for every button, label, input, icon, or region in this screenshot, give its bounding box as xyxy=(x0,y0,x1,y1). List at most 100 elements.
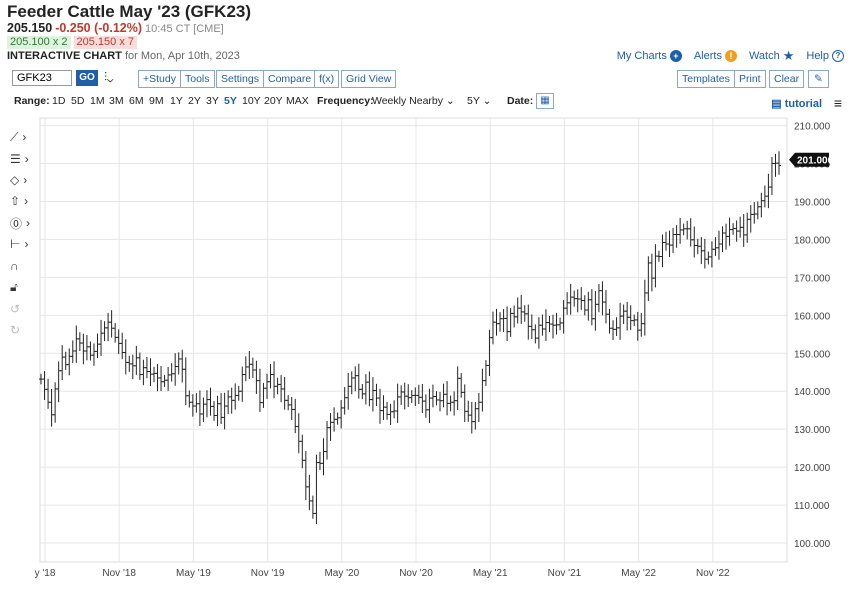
help-link[interactable]: Help? xyxy=(806,50,844,62)
draw-pencil-icon[interactable]: ✎ xyxy=(808,70,829,88)
ohlc-bar xyxy=(395,383,400,423)
annotation-tool[interactable]: ⓪ › xyxy=(10,214,40,232)
ohlc-bar xyxy=(462,384,467,422)
symbol-input[interactable] xyxy=(12,70,72,86)
ohlc-bar xyxy=(448,395,453,412)
last-price-flag: 201.000 xyxy=(789,152,834,167)
go-button[interactable]: GO xyxy=(76,70,98,86)
ohlc-bar xyxy=(159,365,164,392)
ohlc-bar xyxy=(561,300,566,334)
ohlc-bar xyxy=(268,363,273,389)
ohlc-bar xyxy=(724,223,729,250)
ohlc-bar xyxy=(208,387,213,416)
ohlc-bar xyxy=(441,383,446,408)
ohlc-bar xyxy=(166,366,171,391)
range-6m[interactable]: 6M xyxy=(129,95,144,107)
shape-tool[interactable]: ◇ › xyxy=(10,171,40,189)
ohlc-bar xyxy=(649,253,654,292)
ohlc-bar xyxy=(335,412,340,425)
arrow-tool[interactable]: ⇧ › xyxy=(10,192,40,210)
ohlc-bar xyxy=(197,390,202,426)
y-tick-label: 190.000 xyxy=(794,197,831,208)
ohlc-bar xyxy=(113,322,118,343)
ohlc-bar xyxy=(473,402,478,430)
calendar-icon[interactable]: ▦ xyxy=(536,93,554,109)
range-20y[interactable]: 20Y xyxy=(264,95,283,107)
ohlc-bar xyxy=(282,377,287,410)
x-tick-label: May '21 xyxy=(473,568,508,579)
magnet-tool[interactable]: ∩ xyxy=(10,257,40,275)
x-tick-label: May '22 xyxy=(621,568,656,579)
menu-icon[interactable]: ≡ xyxy=(833,95,842,111)
print-button[interactable]: Print xyxy=(734,70,766,88)
period-select[interactable]: 5Y ⌄ xyxy=(467,95,492,107)
ohlc-bar xyxy=(706,251,711,265)
ohlc-bar xyxy=(247,351,252,379)
alerts-link[interactable]: Alerts! xyxy=(694,50,737,62)
range-5d[interactable]: 5D xyxy=(71,95,85,107)
ohlc-bar xyxy=(628,305,633,330)
undo-tool[interactable]: ↺ xyxy=(10,300,40,318)
fib-tool[interactable]: ☰ › xyxy=(10,150,40,168)
tutorial-link[interactable]: ▤ tutorial xyxy=(771,98,822,110)
lock-icon: 🔓︎ xyxy=(10,279,18,294)
ohlc-bar xyxy=(194,393,199,413)
ohlc-bar xyxy=(773,153,778,177)
range-10y[interactable]: 10Y xyxy=(242,95,261,107)
compare-button[interactable]: Compare xyxy=(263,70,317,88)
bid-badge: 205.100 x 2 xyxy=(7,36,71,49)
lock-tool[interactable]: 🔓︎ xyxy=(10,278,40,296)
ohlc-bar xyxy=(381,395,386,420)
ohlc-bar xyxy=(392,400,397,419)
ohlc-bar xyxy=(639,313,644,337)
x-tick-label: Nov '20 xyxy=(399,568,433,579)
chart-type-icon[interactable]: ⫶⌄ xyxy=(104,70,114,84)
ohlc-bar xyxy=(402,382,407,410)
watch-link[interactable]: Watch ★ xyxy=(748,48,795,63)
ohlc-bar xyxy=(452,391,457,416)
chart-date: for Mon, Apr 10th, 2023 xyxy=(124,50,240,62)
clear-button[interactable]: Clear xyxy=(769,70,805,88)
range-max[interactable]: MAX xyxy=(286,95,309,107)
measure-tool[interactable]: ⊢ › xyxy=(10,235,40,253)
ohlc-bar xyxy=(769,156,774,196)
range-5y[interactable]: 5Y xyxy=(224,95,237,107)
my-charts-link[interactable]: My Charts + xyxy=(617,50,682,62)
ohlc-bar xyxy=(144,357,149,379)
ohlc-bar xyxy=(558,317,563,331)
range-1y[interactable]: 1Y xyxy=(170,95,183,107)
ohlc-bar xyxy=(681,223,686,236)
range-9m[interactable]: 9M xyxy=(149,95,164,107)
grid-view-button[interactable]: Grid View xyxy=(341,70,397,88)
ohlc-bar xyxy=(254,360,259,394)
ohlc-bar xyxy=(727,217,732,246)
line-tool[interactable]: ⟋ › xyxy=(10,128,40,146)
ohlc-bar xyxy=(388,403,393,426)
ohlc-bar xyxy=(582,295,587,316)
fx-button[interactable]: f(x) xyxy=(314,70,340,88)
x-tick-label: May '19 xyxy=(176,568,211,579)
chevron-right-icon: › xyxy=(24,237,29,251)
study-button[interactable]: +Study xyxy=(138,70,181,88)
ohlc-bar xyxy=(279,375,284,403)
chevron-right-icon: › xyxy=(24,152,29,166)
frequency-label: Frequency: xyxy=(317,95,374,107)
range-1m[interactable]: 1M xyxy=(90,95,105,107)
range-3y[interactable]: 3Y xyxy=(206,95,219,107)
range-3m[interactable]: 3M xyxy=(109,95,124,107)
redo-tool[interactable]: ↻ xyxy=(10,321,40,339)
ohlc-bar xyxy=(63,351,68,370)
ohlc-bar xyxy=(430,384,435,408)
magnet-icon: ∩ xyxy=(10,259,19,273)
ohlc-bar xyxy=(579,287,584,310)
ohlc-bar xyxy=(731,223,736,235)
range-1d[interactable]: 1D xyxy=(52,95,66,107)
ohlc-bar xyxy=(427,388,432,424)
arrow-up-icon: ⇧ xyxy=(10,194,21,208)
frequency-select[interactable]: Weekly Nearby ⌄ xyxy=(372,95,455,107)
y-tick-label: 150.000 xyxy=(794,349,831,360)
range-2y[interactable]: 2Y xyxy=(188,95,201,107)
tools-button[interactable]: Tools xyxy=(180,70,215,88)
ohlc-bar xyxy=(109,310,114,338)
